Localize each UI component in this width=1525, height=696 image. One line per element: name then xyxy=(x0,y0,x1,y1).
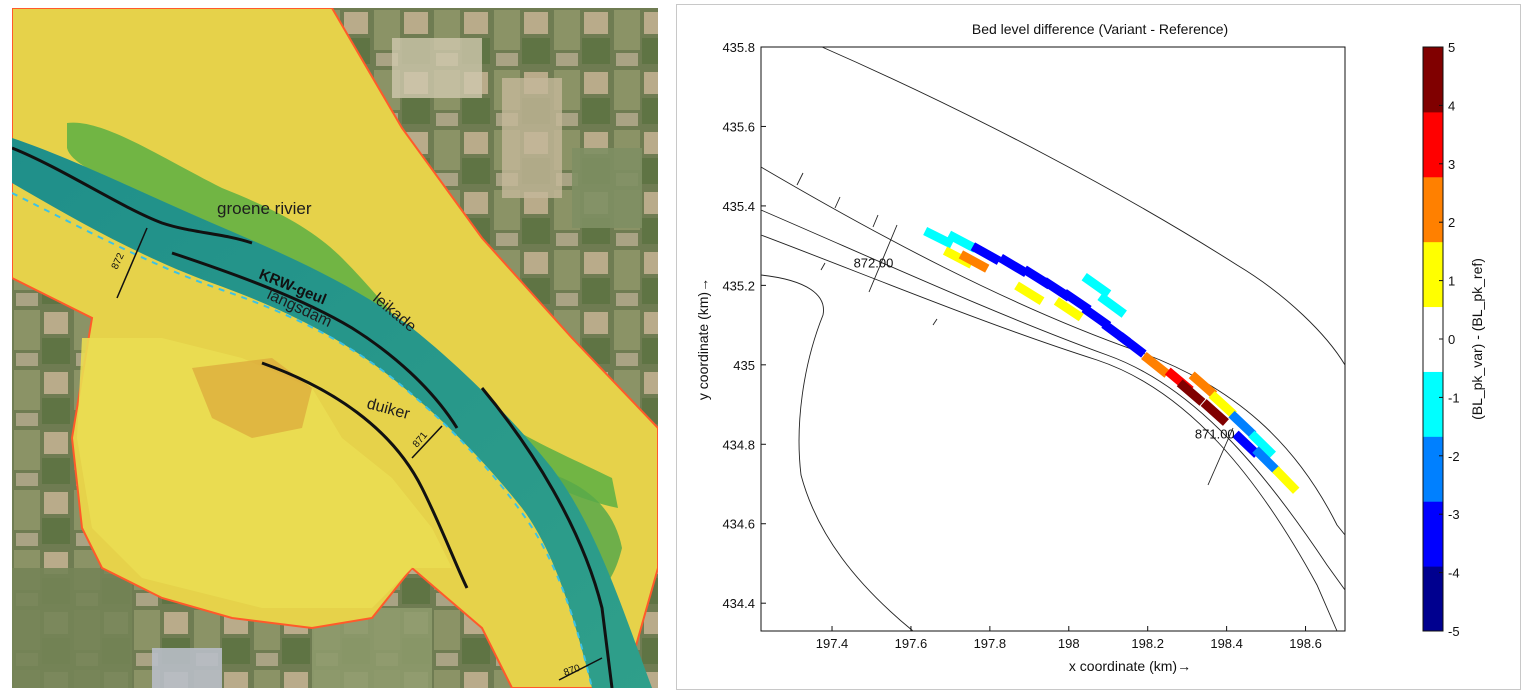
km-tick-marks xyxy=(796,172,1234,486)
colorbar-label: (BL_pk_var) - (BL_pk_ref) xyxy=(1469,258,1485,420)
colorbar-tick-label: 4 xyxy=(1448,98,1455,113)
chart-title: Bed level difference (Variant - Referenc… xyxy=(972,21,1228,37)
colorbar-tick-label: -2 xyxy=(1448,449,1460,464)
difference-cell xyxy=(1228,410,1257,439)
x-tick-label: 198.2 xyxy=(1131,636,1164,651)
x-tick-label: 198.6 xyxy=(1289,636,1322,651)
aerial-map: groene rivier KRW-geul leikade langsdam … xyxy=(12,8,658,688)
langsdam-line xyxy=(171,251,459,429)
difference-cell xyxy=(958,250,990,273)
colorbar: 5 4 3 2 1 0 -1 -2 -3 -4 -5 xyxy=(1422,40,1460,639)
difference-cell xyxy=(1014,281,1045,306)
y-tick-label: 434.4 xyxy=(722,596,755,611)
colorbar-tick-label: 2 xyxy=(1448,215,1455,230)
colorbar-segment xyxy=(1423,566,1443,632)
y-tick-label: 435.2 xyxy=(722,278,755,293)
y-tick-label: 435 xyxy=(733,358,755,373)
y-tick-label: 435.8 xyxy=(722,40,755,55)
difference-cell xyxy=(942,246,974,269)
colorbar-tick-label: 3 xyxy=(1448,157,1455,172)
colorbar-tick-label: 5 xyxy=(1448,40,1455,55)
y-axis-label: y coordinate (km)→ xyxy=(695,278,711,400)
difference-cell xyxy=(1081,304,1112,330)
colorbar-tick-label: -3 xyxy=(1448,507,1460,522)
colorbar-segment xyxy=(1423,501,1443,567)
colorbar-segment xyxy=(1423,306,1443,372)
y-axis-ticks: 434.4 434.6 434.8 435 435.2 435.4 435.6 435.8 xyxy=(722,40,766,611)
bed-level-plot-panel: Bed level difference (Variant - Referenc… xyxy=(676,4,1521,690)
difference-cell xyxy=(923,226,955,249)
colorbar-segment xyxy=(1423,436,1443,502)
x-tick-label: 198.4 xyxy=(1210,636,1243,651)
difference-cell xyxy=(1252,446,1280,474)
main-channel xyxy=(12,138,652,688)
difference-cell xyxy=(1208,391,1237,418)
y-tick-label: 435.6 xyxy=(722,119,755,134)
x-tick-label: 198 xyxy=(1058,636,1080,651)
difference-cell xyxy=(1188,371,1218,399)
km-871-marker xyxy=(411,425,443,459)
difference-cell xyxy=(1061,289,1092,314)
difference-cell xyxy=(1117,332,1147,358)
y-tick-label: 434.6 xyxy=(722,517,755,532)
colorbar-tick-label: -4 xyxy=(1448,566,1460,581)
colorbar-segment xyxy=(1423,47,1443,113)
difference-cell xyxy=(1248,430,1276,459)
colorbar-segment xyxy=(1423,371,1443,437)
colorbar-tick-label: -1 xyxy=(1448,390,1460,405)
difference-cell xyxy=(970,242,1002,265)
outer-bank-line xyxy=(480,387,614,688)
colorbar-tick-label: 1 xyxy=(1448,274,1455,289)
plot-frame xyxy=(760,46,1346,632)
difference-cell xyxy=(946,230,978,253)
y-tick-label: 434.8 xyxy=(722,437,755,452)
x-axis-ticks: 197.4 197.6 197.8 198 198.2 198.4 198.6 xyxy=(816,626,1322,651)
difference-cell xyxy=(1272,466,1300,494)
colorbar-segment xyxy=(1423,176,1443,243)
bed-level-plot: Bed level difference (Variant - Referenc… xyxy=(695,21,1485,674)
x-tick-label: 197.8 xyxy=(974,636,1007,651)
km-annotation: 872.00 xyxy=(854,255,894,270)
inner-bank-line xyxy=(261,361,469,589)
km-870-marker xyxy=(558,657,603,681)
label-groene-rivier: groene rivier xyxy=(217,199,312,218)
aerial-map-svg: groene rivier KRW-geul leikade langsdam … xyxy=(12,8,658,688)
difference-cell xyxy=(1200,399,1229,426)
km-872-marker xyxy=(116,227,148,299)
x-tick-label: 197.4 xyxy=(816,636,849,651)
difference-cell xyxy=(1176,379,1206,406)
difference-cell xyxy=(1053,297,1084,322)
colorbar-tick-label: -5 xyxy=(1448,624,1460,639)
difference-cells xyxy=(919,226,1300,494)
x-axis-label: x coordinate (km)→ xyxy=(1069,658,1191,674)
km-annotations: 872.00 871.00 xyxy=(854,255,1235,441)
difference-cell xyxy=(919,242,951,265)
x-tick-label: 197.6 xyxy=(895,636,928,651)
river-bank-line xyxy=(12,146,253,245)
difference-cell xyxy=(998,253,1029,278)
difference-cell xyxy=(1081,273,1112,298)
difference-cell xyxy=(1141,351,1171,378)
colorbar-segment xyxy=(1423,111,1443,178)
difference-cell xyxy=(1097,292,1127,318)
colorbar-segment xyxy=(1423,241,1443,308)
river-outlines xyxy=(760,46,1346,632)
plot-area: 872.00 871.00 197.4 197.6 197.8 198 198.2 198.… xyxy=(722,40,1346,651)
colorbar-tick-label: 0 xyxy=(1448,332,1455,347)
y-tick-label: 435.4 xyxy=(722,199,755,214)
difference-cell xyxy=(1232,430,1261,458)
km-annotation: 871.00 xyxy=(1195,426,1235,441)
channel-axis xyxy=(12,192,593,688)
